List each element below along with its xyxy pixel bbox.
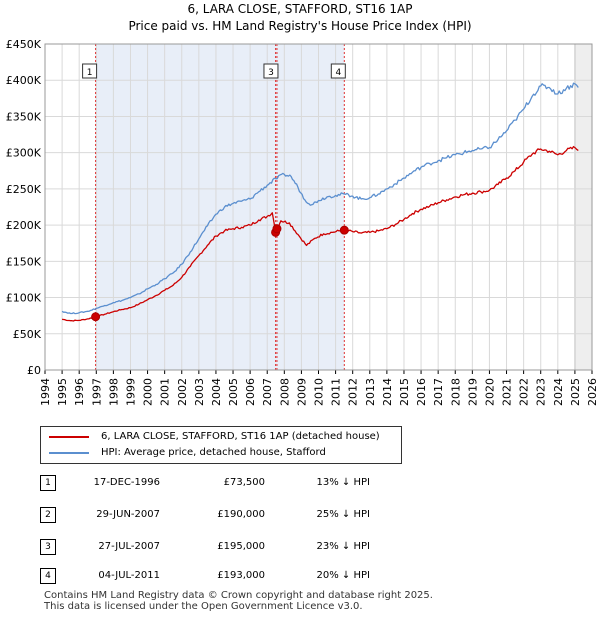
y-tick-label: £450K	[6, 38, 42, 51]
x-tick-label: 2013	[364, 378, 377, 406]
y-tick-label: £100K	[6, 292, 42, 305]
x-tick-label: 2016	[415, 378, 428, 406]
transaction-date: 04-JUL-2011	[98, 570, 160, 581]
series-line-hpi	[61, 82, 579, 315]
marker-box-label: 4	[335, 68, 341, 78]
footer-license: This data is licensed under the Open Gov…	[44, 601, 363, 612]
x-tick-label: 2019	[466, 378, 479, 406]
y-tick-label: £300K	[6, 147, 42, 160]
x-tick-label: 1994	[39, 378, 52, 406]
legend-swatch-property	[49, 436, 89, 438]
y-tick-label: £250K	[6, 183, 42, 196]
transaction-number: 2	[40, 507, 56, 523]
plot-frame	[44, 43, 593, 371]
x-tick-label: 2018	[449, 378, 462, 406]
x-tick-label: 2006	[244, 378, 257, 406]
x-tick-label: 2003	[193, 378, 206, 406]
transaction-price: £195,000	[217, 541, 265, 552]
transaction-hpi-diff: 25% ↓ HPI	[316, 509, 370, 520]
x-tick-label: 2002	[176, 378, 189, 406]
x-tick-label: 2000	[142, 378, 155, 406]
price-chart: 1 3 4 £0 £50K £100K £150K £200K £250K £300K £350K…	[6, 38, 599, 406]
transaction-date: 17-DEC-1996	[93, 477, 160, 488]
x-tick-label: 1998	[107, 378, 120, 406]
x-tick-label: 2025	[569, 378, 582, 406]
x-tick-label: 2015	[398, 378, 411, 406]
x-tick-label: 2024	[552, 378, 565, 406]
transaction-hpi-diff: 23% ↓ HPI	[316, 541, 370, 552]
legend: 6, LARA CLOSE, STAFFORD, ST16 1AP (detac…	[40, 426, 402, 464]
x-tick-label: 2012	[347, 378, 360, 406]
chart-title: 6, LARA CLOSE, STAFFORD, ST16 1AP	[187, 2, 413, 16]
x-tick-label: 2020	[483, 378, 496, 406]
series-line-property	[62, 145, 579, 322]
chart-subtitle: Price paid vs. HM Land Registry's House …	[128, 19, 472, 33]
y-tick-label: £50K	[13, 328, 42, 341]
x-tick-label: 1999	[124, 378, 137, 406]
transaction-number: 4	[40, 568, 56, 584]
x-tick-label: 2023	[535, 378, 548, 406]
footer-copyright: Contains HM Land Registry data © Crown c…	[44, 590, 433, 601]
ownership-shading	[95, 44, 345, 370]
forecast-shading	[574, 44, 592, 370]
x-tick-label: 1995	[56, 378, 69, 406]
marker-box-label: 3	[268, 68, 274, 78]
marker-box	[330, 63, 346, 79]
y-tick-label: £350K	[6, 110, 42, 123]
x-tick-label: 2005	[227, 378, 240, 406]
transaction-row: 1 17-DEC-1996 £73,500 13% ↓ HPI	[0, 475, 600, 491]
x-tick-label: 2017	[432, 378, 445, 406]
x-tick-label: 2026	[586, 378, 599, 406]
legend-swatch-hpi	[49, 452, 89, 454]
transaction-row: 2 29-JUN-2007 £190,000 25% ↓ HPI	[0, 507, 600, 523]
x-tick-label: 2004	[210, 378, 223, 406]
x-tick-label: 2010	[313, 378, 326, 406]
x-tick-label: 2009	[295, 378, 308, 406]
x-tick-label: 2007	[261, 378, 274, 406]
x-tick-label: 2014	[381, 378, 394, 406]
transaction-number: 1	[40, 475, 56, 491]
transaction-row: 3 27-JUL-2007 £195,000 23% ↓ HPI	[0, 539, 600, 555]
transaction-price: £193,000	[217, 570, 265, 581]
transaction-date: 29-JUN-2007	[96, 509, 160, 520]
x-tick-label: 1996	[73, 378, 86, 406]
legend-label-hpi: HPI: Average price, detached house, Staf…	[101, 447, 326, 458]
transaction-price: £73,500	[223, 477, 265, 488]
marker-box	[263, 63, 279, 79]
x-tick-label: 2008	[278, 378, 291, 406]
sale-point	[339, 225, 349, 235]
y-tick-label: £0	[27, 364, 41, 377]
transaction-date: 27-JUL-2007	[98, 541, 160, 552]
sale-point	[272, 224, 282, 234]
transaction-hpi-diff: 20% ↓ HPI	[316, 570, 370, 581]
transaction-hpi-diff: 13% ↓ HPI	[316, 477, 370, 488]
transaction-number: 3	[40, 539, 56, 555]
marker-box	[82, 63, 98, 79]
legend-label-property: 6, LARA CLOSE, STAFFORD, ST16 1AP (detac…	[101, 431, 380, 442]
y-tick-label: £150K	[6, 255, 42, 268]
x-tick-label: 2001	[159, 378, 172, 406]
y-tick-label: £200K	[6, 219, 42, 232]
marker-box-label: 1	[87, 68, 93, 78]
transaction-price: £190,000	[217, 509, 265, 520]
y-tick-label: £400K	[6, 74, 42, 87]
x-tick-label: 2022	[518, 378, 531, 406]
sale-point	[91, 312, 101, 322]
x-tick-label: 2011	[330, 378, 343, 406]
x-tick-label: 2021	[501, 378, 514, 406]
x-tick-label: 1997	[90, 378, 103, 406]
transaction-row: 4 04-JUL-2011 £193,000 20% ↓ HPI	[0, 568, 600, 584]
